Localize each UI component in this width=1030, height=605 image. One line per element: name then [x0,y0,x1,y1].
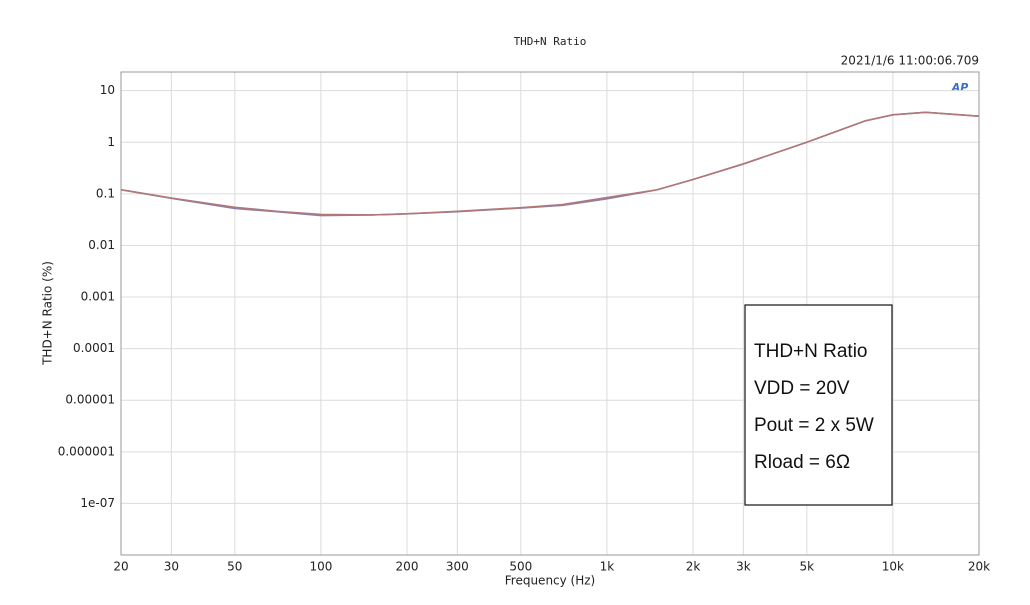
annotation: THD+N Ratio VDD = 20V Pout = 2 x 5W Rload =… [754,341,874,473]
x-tick-label: 100 [309,560,332,574]
y-tick-label: 1 [107,135,115,149]
x-tick-label: 30 [164,560,179,574]
y-axis-label: THD+N Ratio (%) [41,261,55,366]
x-tick-label: 5k [800,560,815,574]
x-tick-label: 300 [446,560,469,574]
y-tick-label: 0.0001 [73,341,115,355]
x-tick-label: 20 [113,560,128,574]
logo: AP [951,81,969,94]
x-tick-label: 3k [736,560,751,574]
x-tick-label: 500 [509,560,532,574]
series-line [120,111,980,216]
x-tick-label: 20k [968,560,990,574]
y-tick-label: 0.001 [81,290,115,304]
y-tick-label: 0.00001 [65,393,115,407]
annotation-line: VDD = 20V [754,378,850,399]
annotation-line: Rload = 6Ω [754,452,850,473]
y-tick-label: 0.01 [88,238,115,252]
timestamp: 2021/1/6 11:00:06.709 [841,54,979,68]
x-tick-label: 1k [600,560,615,574]
y-tick-label: 0.000001 [58,444,115,458]
plot: 10 1 0.1 0.01 0.001 0.0001 0.00001 0.000001 1e-0… [58,71,990,574]
x-tick-label: 50 [227,560,242,574]
annotation-line: Pout = 2 x 5W [754,415,874,436]
annotation-box [744,304,893,506]
x-tick-label: 200 [396,560,419,574]
annotation-line: THD+N Ratio [754,341,868,362]
plot-frame [120,71,980,556]
y-tick-label: 1e-07 [80,496,115,510]
x-axis-label: Frequency (Hz) [505,574,596,588]
y-tick-label: 0.1 [96,186,115,200]
x-tick-label: 10k [882,560,904,574]
x-tick-label: 2k [686,560,701,574]
chart-title: THD+N Ratio [514,35,587,48]
y-tick-label: 10 [100,83,115,97]
